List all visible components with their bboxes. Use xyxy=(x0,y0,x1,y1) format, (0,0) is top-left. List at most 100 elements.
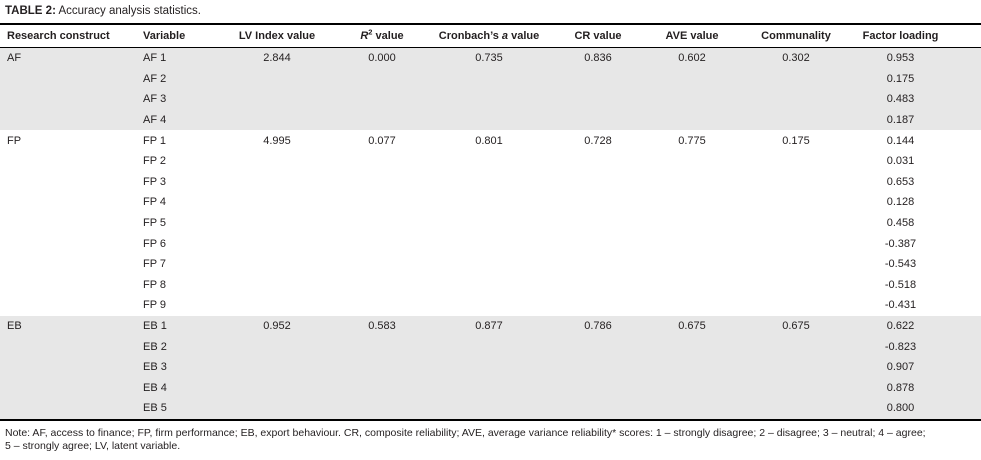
table-row: AF AF 1 2.844 0.000 0.735 0.836 0.602 0.302 0.95… xyxy=(0,47,981,69)
column-header-ave-value: AVE value xyxy=(646,24,738,48)
value-cell xyxy=(550,398,646,420)
value-cell xyxy=(428,356,550,378)
value-cell xyxy=(550,68,646,90)
value-cell xyxy=(218,89,336,110)
value-cell: 0.775 xyxy=(678,134,706,147)
table-row: FP FP 1 4.995 0.077 0.801 0.728 0.775 0.175 0.14… xyxy=(0,130,981,151)
table-body: AF AF 1 2.844 0.000 0.735 0.836 0.602 0.302 0.95… xyxy=(0,47,981,420)
value-cell xyxy=(336,192,428,213)
table-row: FP 7 -0.543 xyxy=(0,254,981,275)
value-cell xyxy=(646,254,738,275)
value-cell xyxy=(336,356,428,378)
construct-cell xyxy=(0,89,140,110)
value-cell xyxy=(428,295,550,316)
value-cell xyxy=(218,109,336,131)
value-cell xyxy=(218,233,336,254)
value-cell xyxy=(738,233,854,254)
value-cell xyxy=(218,151,336,172)
table-row: FP 3 0.653 xyxy=(0,172,981,193)
value-cell xyxy=(428,151,550,172)
value-cell xyxy=(646,295,738,316)
construct-cell xyxy=(0,192,140,213)
value-cell xyxy=(428,275,550,296)
table-note-line-2: 5 – strongly agree; LV, latent variable. xyxy=(5,439,181,452)
variable-cell: FP 5 xyxy=(143,217,167,230)
value-cell: 0.877 xyxy=(428,315,550,337)
variable-cell: EB 2 xyxy=(140,336,218,357)
variable-cell: FP 3 xyxy=(143,175,167,188)
table-row: FP 8 -0.518 xyxy=(0,275,981,296)
construct-cell: AF xyxy=(0,47,140,69)
value-cell: 0.602 xyxy=(646,47,738,69)
table-header-row: Research construct Variable LV Index value… xyxy=(0,24,981,48)
value-cell: 0.801 xyxy=(475,134,503,147)
value-cell: 0.953 xyxy=(854,47,981,69)
value-cell xyxy=(336,213,428,234)
value-cell: 0.836 xyxy=(550,47,646,69)
construct-cell xyxy=(0,151,140,172)
column-header-cr-value: CR value xyxy=(550,24,646,48)
value-cell xyxy=(428,377,550,399)
value-cell xyxy=(550,89,646,110)
variable-cell: AF 2 xyxy=(140,68,218,90)
value-cell: 0.128 xyxy=(886,196,915,209)
table-row: AF 2 0.175 xyxy=(0,68,981,90)
construct-cell xyxy=(0,172,140,193)
value-cell xyxy=(550,109,646,131)
value-cell: -0.823 xyxy=(854,336,981,357)
value-cell: 0.144 xyxy=(886,134,915,147)
column-header-variable: Variable xyxy=(140,24,218,48)
value-cell xyxy=(646,68,738,90)
variable-cell: AF 3 xyxy=(140,89,218,110)
table-title-label: TABLE 2: xyxy=(5,5,56,17)
variable-cell: FP 8 xyxy=(143,278,167,291)
value-cell xyxy=(646,233,738,254)
variable-cell: FP 7 xyxy=(143,258,167,271)
construct-cell: FP xyxy=(7,134,22,147)
construct-cell xyxy=(0,275,140,296)
value-cell xyxy=(428,213,550,234)
table-row: FP 2 0.031 xyxy=(0,151,981,172)
value-cell: -0.431 xyxy=(884,299,917,312)
value-cell xyxy=(550,275,646,296)
value-cell xyxy=(218,68,336,90)
column-header-r2-value: R2 value xyxy=(336,24,428,48)
value-cell xyxy=(646,172,738,193)
value-cell xyxy=(218,295,336,316)
variable-cell: FP 9 xyxy=(143,299,167,312)
value-cell xyxy=(646,109,738,131)
value-cell xyxy=(428,68,550,90)
table-row: FP 9 -0.431 xyxy=(0,295,981,316)
variable-cell: AF 1 xyxy=(140,47,218,69)
value-cell xyxy=(336,109,428,131)
value-cell xyxy=(428,336,550,357)
value-cell xyxy=(738,151,854,172)
value-cell: 0.077 xyxy=(368,134,396,147)
value-cell xyxy=(336,295,428,316)
table-title: TABLE 2: Accuracy analysis statistics. xyxy=(0,0,981,21)
value-cell: 2.844 xyxy=(218,47,336,69)
table-row: EB 2 -0.823 xyxy=(0,336,981,357)
value-cell xyxy=(550,192,646,213)
value-cell: 0.187 xyxy=(854,109,981,131)
value-cell xyxy=(550,151,646,172)
value-cell xyxy=(646,356,738,378)
column-header-lv-index-value: LV Index value xyxy=(218,24,336,48)
value-cell xyxy=(646,336,738,357)
value-cell xyxy=(738,398,854,420)
column-header-research-construct: Research construct xyxy=(0,24,140,48)
table-row: EB 3 0.907 xyxy=(0,356,981,378)
table-row: AF 3 0.483 xyxy=(0,89,981,110)
value-cell xyxy=(738,295,854,316)
table-row: FP 4 0.128 xyxy=(0,192,981,213)
value-cell xyxy=(428,254,550,275)
value-cell xyxy=(738,192,854,213)
value-cell xyxy=(646,275,738,296)
value-cell xyxy=(550,213,646,234)
value-cell xyxy=(738,377,854,399)
variable-cell: FP 4 xyxy=(143,196,167,209)
variable-cell: FP 2 xyxy=(143,155,167,168)
table-row: EB 4 0.878 xyxy=(0,377,981,399)
construct-cell xyxy=(0,109,140,131)
construct-cell xyxy=(0,295,140,316)
